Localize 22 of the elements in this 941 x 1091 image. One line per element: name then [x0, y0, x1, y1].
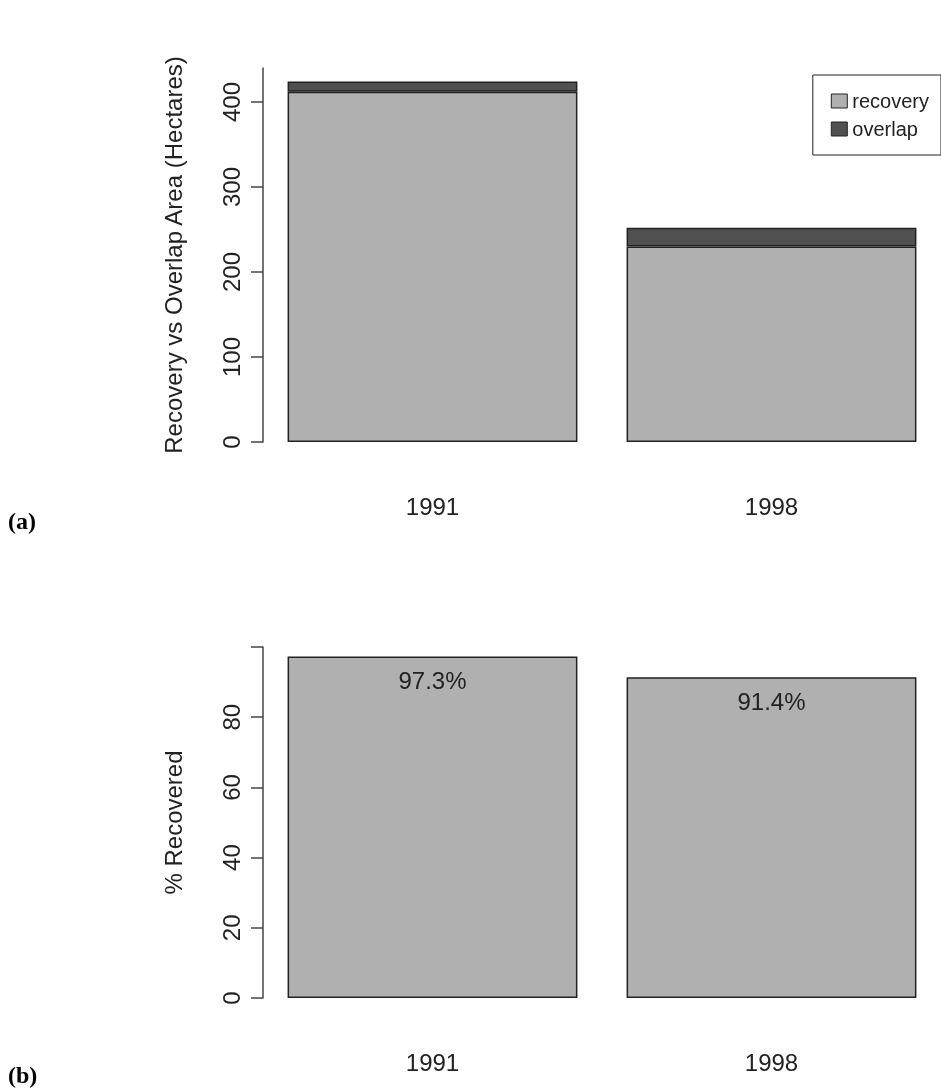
- y-tick-label: 20: [217, 914, 245, 942]
- y-tick-label: 60: [217, 774, 245, 801]
- y-tick-label: 0: [217, 435, 245, 449]
- y-tick-label: 0: [217, 991, 245, 1005]
- y-tick-label: 400: [217, 81, 245, 123]
- text: (b): [8, 1062, 38, 1088]
- text: (a): [8, 508, 36, 534]
- y-tick-label: 300: [217, 166, 245, 208]
- y-tick-label: 100: [217, 336, 245, 378]
- x-tick-label: 1998: [744, 492, 799, 520]
- data-label: 91.4%: [737, 687, 806, 715]
- legend-label: overlap: [852, 118, 918, 140]
- x-tick-label: 1998: [744, 1048, 799, 1076]
- y-tick-label: 40: [217, 844, 245, 871]
- x-tick-label: 1991: [405, 492, 460, 520]
- y-tick-label: 200: [217, 251, 245, 293]
- y-axis-title: % Recovered: [159, 750, 187, 895]
- data-label: 97.3%: [398, 666, 467, 694]
- y-axis-title: Recovery vs Overlap Area (Hectares): [159, 56, 187, 454]
- legend-label: recovery: [852, 90, 930, 112]
- y-tick-label: 80: [217, 703, 245, 731]
- x-tick-label: 1991: [405, 1048, 460, 1076]
